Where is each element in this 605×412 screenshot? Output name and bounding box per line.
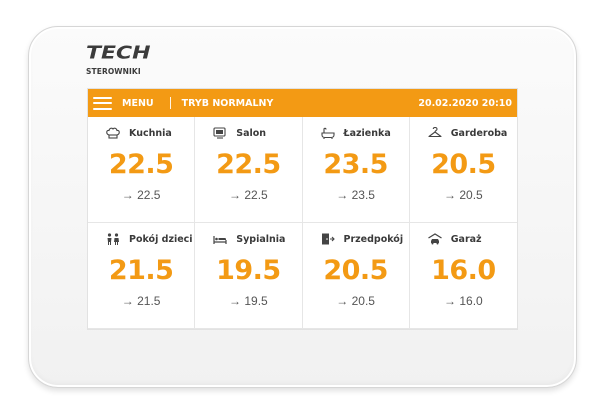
menu-label: MENU (122, 97, 154, 109)
garage-icon (427, 233, 442, 245)
bed-icon (213, 233, 227, 245)
current-temperature: 22.5 (108, 149, 174, 180)
current-temperature: 22.5 (216, 149, 281, 180)
current-temperature: 16.0 (431, 255, 496, 286)
brand-subtitle: STEROWNIKI (86, 67, 141, 76)
room-tile-kuchnia[interactable]: Kuchnia 22.5 → 22.5 (88, 117, 196, 223)
room-name: Garderoba (450, 127, 508, 139)
room-grid: Kuchnia 22.5 → 22.5 Salon 22.5 → 22.5 Ła… (88, 117, 517, 329)
brand-name: TECH (86, 42, 151, 64)
children-icon (106, 233, 120, 245)
hanger-icon (428, 127, 442, 139)
mode-label[interactable]: TRYB NORMALNY (181, 97, 274, 109)
setpoint-temperature: → 19.5 (229, 294, 268, 308)
setpoint-temperature: → 20.5 (336, 294, 375, 308)
setpoint-temperature: → 22.5 (229, 188, 268, 202)
bathtub-icon (320, 127, 335, 139)
current-temperature: 23.5 (323, 149, 388, 180)
setpoint-temperature: → 16.0 (444, 294, 483, 308)
room-tile-lazienka[interactable]: Łazienka 23.5 → 23.5 (302, 117, 410, 223)
room-tile-garaz[interactable]: Garaż 16.0 → 16.0 (409, 223, 517, 329)
room-name: Kuchnia (129, 127, 172, 139)
setpoint-temperature: → 22.5 (121, 188, 161, 202)
room-tile-pokoj-dzieci[interactable]: Pokój dzieci 21.5 → 21.5 (88, 223, 196, 329)
divider (169, 97, 171, 109)
room-name: Łazienka (343, 127, 391, 139)
current-temperature: 21.5 (108, 255, 174, 286)
room-name: Salon (236, 127, 267, 139)
room-name: Garaż (450, 233, 482, 245)
menu-button[interactable]: MENU (88, 89, 154, 117)
room-tile-przedpokoj[interactable]: Przedpokój 20.5 → 20.5 (302, 223, 410, 329)
current-temperature: 20.5 (323, 255, 388, 286)
room-tile-garderoba[interactable]: Garderoba 20.5 → 20.5 (409, 117, 517, 223)
room-tile-salon[interactable]: Salon 22.5 → 22.5 (195, 117, 303, 223)
datetime-display: 20.02.2020 20:10 (418, 97, 512, 109)
setpoint-temperature: → 21.5 (121, 294, 161, 308)
tv-icon (213, 127, 227, 139)
room-name: Przedpokój (343, 233, 404, 245)
current-temperature: 20.5 (431, 149, 496, 180)
current-temperature: 19.5 (216, 255, 281, 286)
room-tile-sypialnia[interactable]: Sypialnia 19.5 → 19.5 (195, 223, 303, 329)
touch-screen: MENU TRYB NORMALNY 20.02.2020 20:10 Kuch… (87, 88, 518, 330)
top-bar: MENU TRYB NORMALNY 20.02.2020 20:10 (88, 89, 517, 117)
setpoint-temperature: → 20.5 (444, 188, 483, 202)
hamburger-icon (93, 96, 112, 110)
room-name: Sypialnia (236, 233, 286, 245)
door-icon (321, 233, 335, 245)
room-name: Pokój dzieci (129, 233, 193, 245)
chef-hat-icon (106, 127, 120, 139)
brand-logo: TECH STEROWNIKI (86, 42, 151, 76)
setpoint-temperature: → 23.5 (336, 188, 375, 202)
